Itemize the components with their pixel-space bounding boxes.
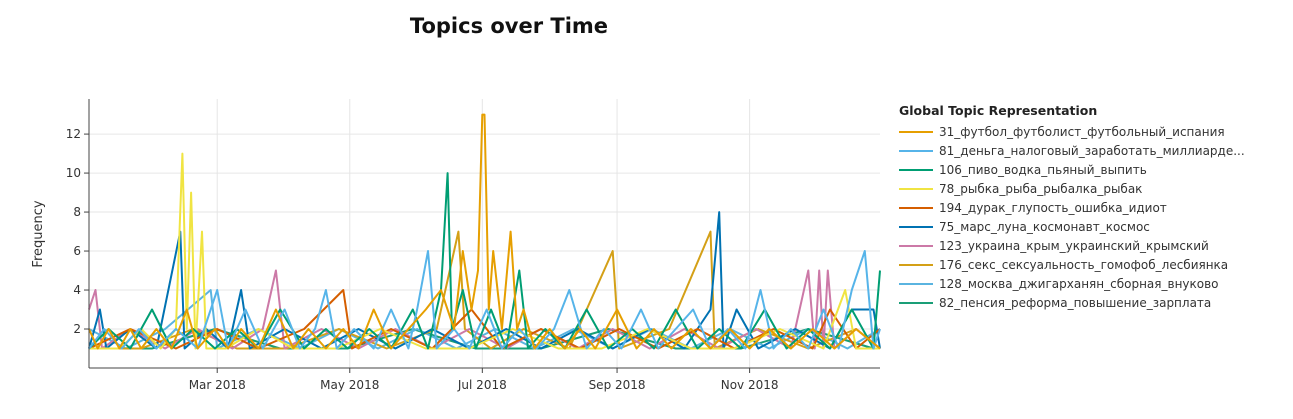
legend-swatch <box>899 225 933 228</box>
legend-label: 78_рыбка_рыба_рыбалка_рыбак <box>939 181 1143 196</box>
y-tick-label: 2 <box>73 322 81 336</box>
series-lines <box>88 113 881 350</box>
legend-label: 194_дурак_глупость_ошибка_идиот <box>939 200 1167 215</box>
legend-label: 123_украина_крым_украинский_крымский <box>939 238 1209 253</box>
legend-items: 31_футбол_футболист_футбольный_испания 81… <box>899 122 1279 312</box>
legend-swatch <box>899 149 933 152</box>
legend-label: 176_секс_сексуальность_гомофоб_лесбиянка <box>939 257 1229 272</box>
legend-item[interactable]: 106_пиво_водка_пьяный_выпить <box>899 160 1279 179</box>
y-tick-label: 10 <box>66 166 81 180</box>
series-line <box>88 113 881 350</box>
y-tick-label: 12 <box>66 127 81 141</box>
legend-swatch <box>899 130 933 133</box>
legend-label: 81_деньга_налоговый_заработать_миллиарде… <box>939 143 1245 158</box>
legend-item[interactable]: 123_украина_крым_украинский_крымский <box>899 236 1279 255</box>
legend: Global Topic Representation 31_футбол_фу… <box>899 103 1279 312</box>
legend-label: 82_пенсия_реформа_повышение_зарплата <box>939 295 1212 310</box>
legend-swatch <box>899 168 933 171</box>
legend-label: 31_футбол_футболист_футбольный_испания <box>939 124 1225 139</box>
legend-swatch <box>899 301 933 304</box>
y-tick-label: 4 <box>73 283 81 297</box>
legend-item[interactable]: 75_марс_луна_космонавт_космос <box>899 217 1279 236</box>
axes: 2 4 6 8 10 12 Mar 2018 May 2018 Jul 2018 Sep 2018… <box>66 99 880 392</box>
x-tick-label: Mar 2018 <box>189 378 246 392</box>
series-line <box>88 172 881 350</box>
legend-swatch <box>899 263 933 266</box>
legend-swatch <box>899 244 933 247</box>
y-axis-title: Frequency <box>31 200 46 267</box>
x-tick-label: May 2018 <box>320 378 379 392</box>
x-tick-label: Sep 2018 <box>589 378 646 392</box>
x-tick-label: Nov 2018 <box>721 378 779 392</box>
chart-title: Topics over Time <box>409 14 609 38</box>
legend-swatch <box>899 187 933 190</box>
legend-item[interactable]: 194_дурак_глупость_ошибка_идиот <box>899 198 1279 217</box>
y-tick-label: 8 <box>73 205 81 219</box>
legend-swatch <box>899 282 933 285</box>
legend-item[interactable]: 31_футбол_футболист_футбольный_испания <box>899 122 1279 141</box>
legend-item[interactable]: 78_рыбка_рыба_рыбалка_рыбак <box>899 179 1279 198</box>
legend-swatch <box>899 206 933 209</box>
legend-item[interactable]: 176_секс_сексуальность_гомофоб_лесбиянка <box>899 255 1279 274</box>
legend-label: 128_москва_джигарханян_сборная_внуково <box>939 276 1219 291</box>
legend-label: 75_марс_луна_космонавт_космос <box>939 219 1150 234</box>
legend-item[interactable]: 128_москва_джигарханян_сборная_внуково <box>899 274 1279 293</box>
legend-label: 106_пиво_водка_пьяный_выпить <box>939 162 1147 177</box>
legend-item[interactable]: 82_пенсия_реформа_повышение_зарплата <box>899 293 1279 312</box>
series-line <box>88 289 881 350</box>
legend-title: Global Topic Representation <box>899 103 1098 118</box>
legend-item[interactable]: 81_деньга_налоговый_заработать_миллиарде… <box>899 141 1279 160</box>
x-tick-label: Jul 2018 <box>457 378 507 392</box>
y-tick-label: 6 <box>73 244 81 258</box>
